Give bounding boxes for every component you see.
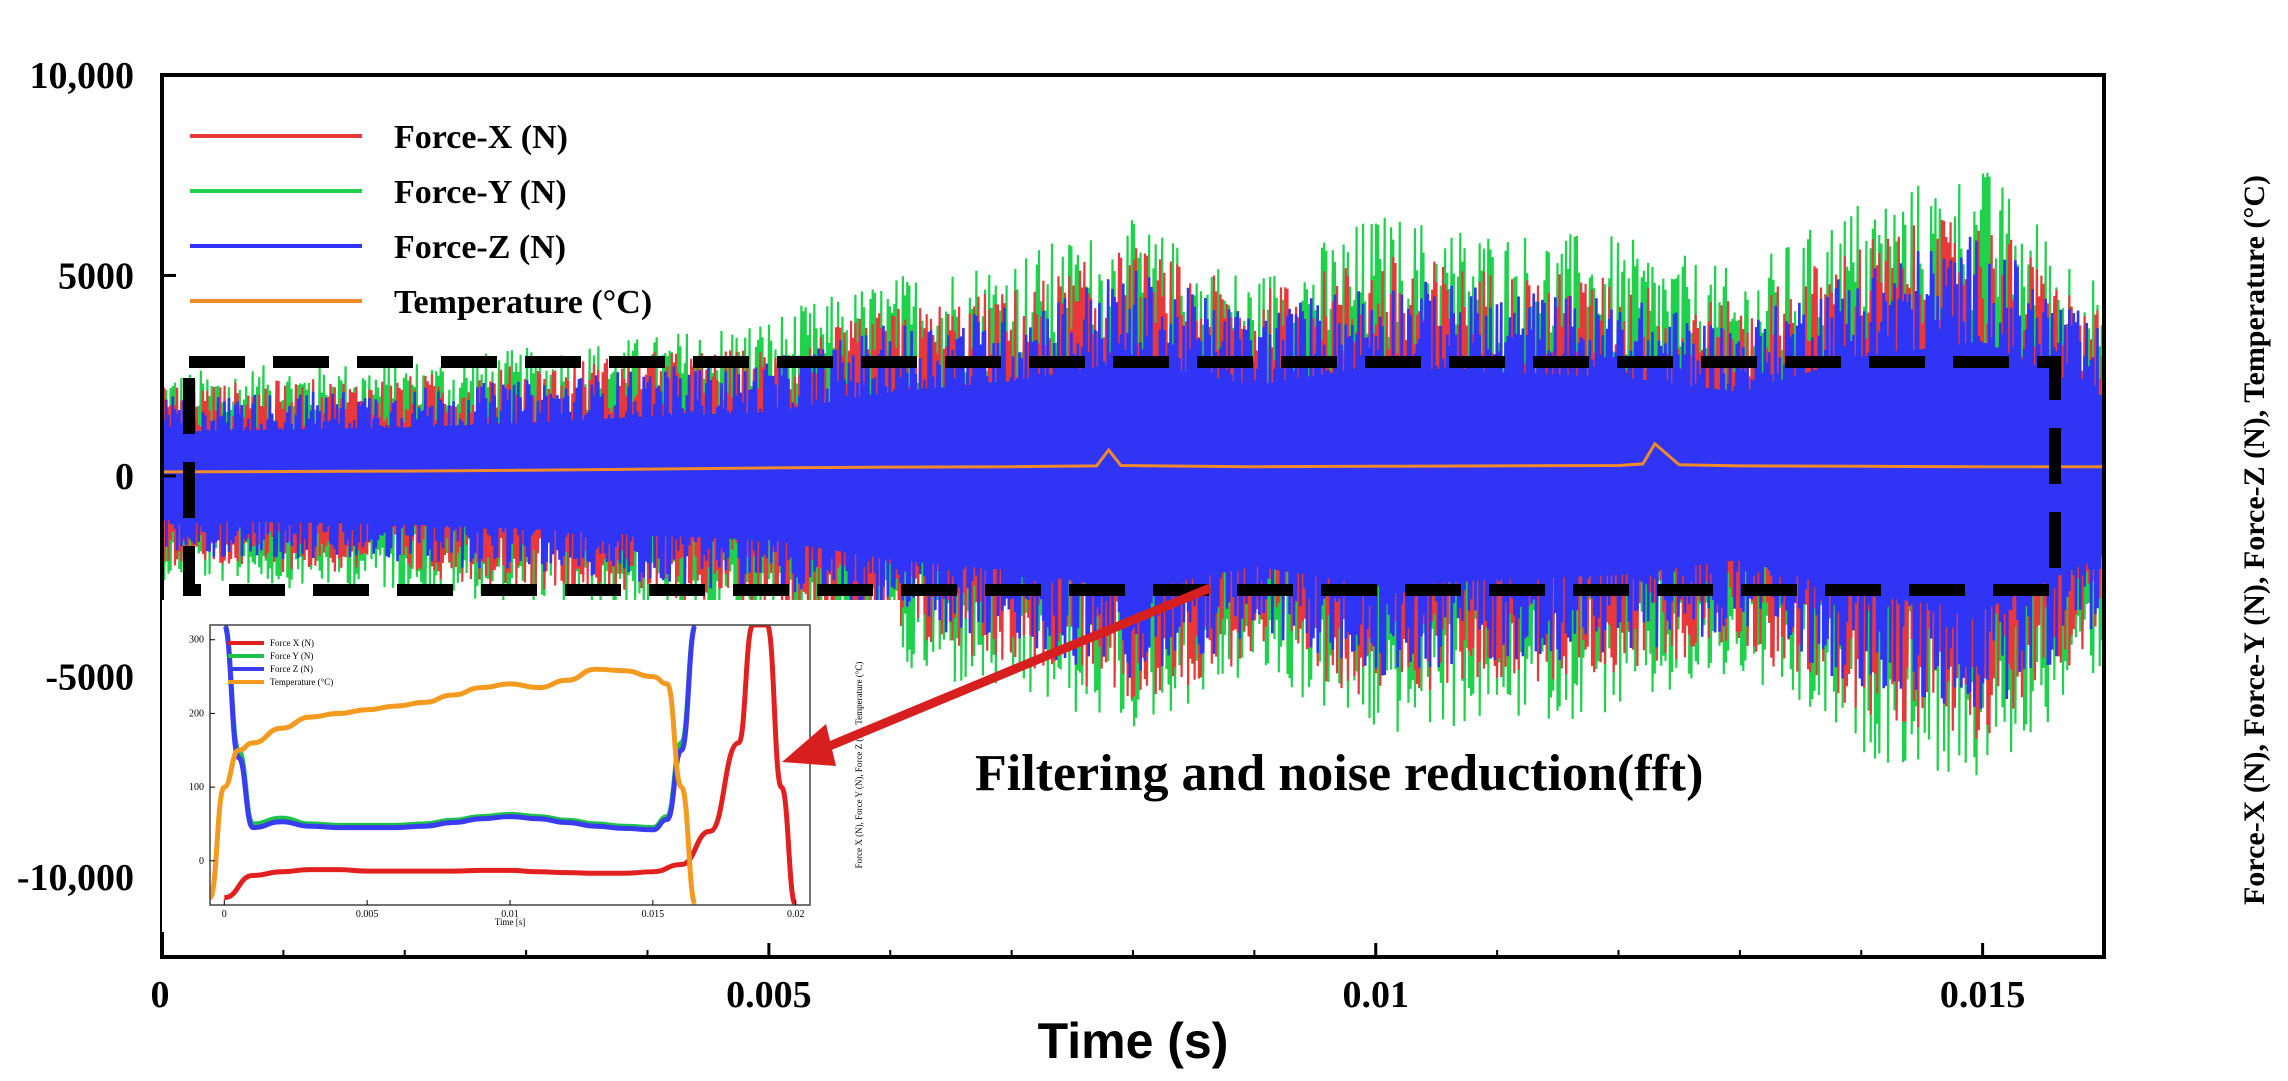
y-tick-label: -10,000 (17, 857, 134, 899)
inset-y-tick-label: 200 (189, 708, 204, 719)
inset-series-force-z-n (221, 625, 699, 833)
inset-x-tick-label: 0.005 (356, 909, 379, 920)
inset-legend-label: Force X (N) (270, 638, 314, 648)
temperature-layer (161, 441, 2104, 474)
inset-legend: Force X (N) Force Y (N) Force Z (N) Tempera… (228, 638, 333, 687)
annotation: Filtering and noise reduction(fft) (782, 583, 1703, 802)
dashed-selection-box (183, 356, 2061, 596)
annotation-arrow-shaft (813, 583, 1212, 757)
inset-axes: 0 0.005 0.01 0.015 0.02 0 100 200 300 (189, 635, 804, 920)
y-axis: 10,000 5000 0 -5000 -10,000 (17, 55, 176, 899)
annotation-arrow-head (782, 724, 836, 766)
inset-series-temperature-c (210, 666, 699, 905)
y-tick-label: -5000 (45, 656, 134, 698)
inset-series-force-x-n (223, 625, 799, 905)
inset-y-axis-label: Force X (N), Force Y (N), Force Z (N), T… (854, 662, 864, 869)
y-axis-label: Force-X (N), Force-Y (N), Force-Z (N), T… (2238, 175, 2271, 905)
y-tick-label: 10,000 (30, 55, 135, 97)
legend-label: Force-Z (N) (394, 229, 566, 266)
series-force-z-core (162, 342, 2104, 610)
inset-legend-label: Temperature (°C) (270, 677, 333, 687)
annotation-text: Filtering and noise reduction(fft) (975, 745, 1703, 802)
legend-label: Temperature (°C) (394, 284, 652, 321)
legend-label: Force-Y (N) (394, 174, 567, 211)
inset-x-tick-label: 0.01 (501, 909, 519, 920)
inset-y-tick-label: 300 (189, 635, 204, 646)
inset-x-axis-label: Time [s] (495, 917, 525, 927)
y-tick-label: 0 (115, 456, 134, 498)
inset-x-tick-label: 0 (222, 909, 227, 920)
inset-legend-label: Force Z (N) (270, 664, 313, 674)
inset-series-layer (210, 625, 799, 905)
x-tick-label: 0.005 (726, 974, 812, 1016)
x-tick-label: 0.01 (1343, 974, 1410, 1016)
main-signal-layer (160, 172, 2106, 776)
inset-x-tick-label: 0.015 (642, 909, 665, 920)
x-tick-label: 0 (151, 974, 170, 1016)
inset-y-tick-label: 0 (199, 856, 204, 867)
x-axis: 0 0.005 0.01 0.015 (151, 943, 2026, 1016)
inset-plot-frame-bg (210, 625, 810, 905)
legend-label: Force-X (N) (394, 119, 568, 156)
x-tick-label: 0.015 (1940, 974, 2026, 1016)
inset-y-tick-label: 100 (189, 782, 204, 793)
series-temperature (161, 441, 2104, 474)
y-tick-label: 5000 (58, 255, 134, 297)
inset-x-tick-label: 0.02 (787, 909, 805, 920)
legend: Force-X (N) Force-Y (N) Force-Z (N) Tempera… (190, 119, 652, 321)
inset-chart: 0 0.005 0.01 0.015 0.02 0 100 200 300 Force X (N… (162, 600, 900, 932)
x-axis-label: Time (s) (1038, 1013, 1229, 1069)
inset-legend-label: Force Y (N) (270, 651, 313, 661)
